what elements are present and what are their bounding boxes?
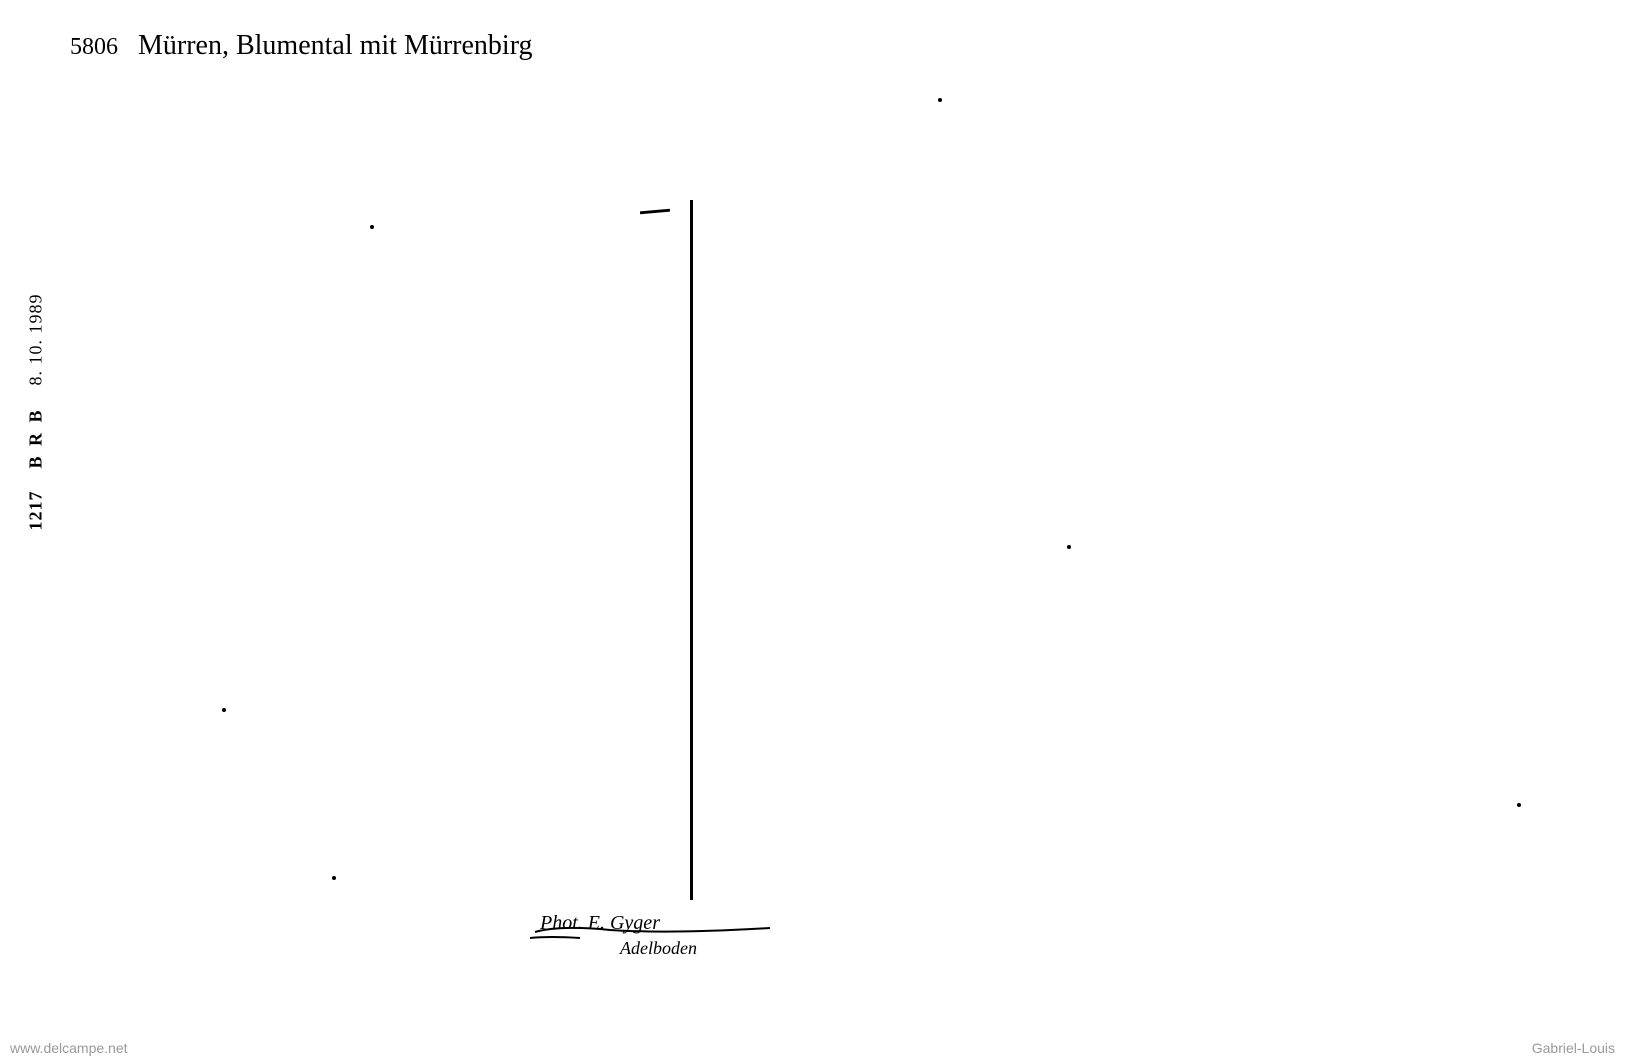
- side-brb: B R B: [26, 407, 46, 468]
- postcard-number: 5806: [70, 34, 118, 61]
- photographer-signature: Phot. E. Gyger Adelboden: [540, 912, 860, 972]
- signature-location: Adelboden: [620, 938, 697, 959]
- scan-dot: [222, 708, 226, 712]
- small-dash-mark: [640, 209, 670, 215]
- watermark-source: www.delcampe.net: [10, 1040, 128, 1056]
- scan-dot: [332, 876, 336, 880]
- scan-dot: [1067, 545, 1071, 549]
- scan-dot: [1517, 803, 1521, 807]
- side-date: 8. 10. 1989: [26, 293, 46, 385]
- postcard-title: Mürren, Blumental mit Mürrenbirg: [138, 30, 533, 62]
- scan-dot: [938, 98, 942, 102]
- watermark-uploader: Gabriel-Louis: [1532, 1040, 1615, 1056]
- postcard-title-row: 5806 Mürren, Blumental mit Mürrenbirg: [70, 30, 533, 62]
- postcard-divider: [690, 200, 693, 900]
- side-reference: 1217 B R B 8. 10. 1989: [26, 293, 47, 530]
- side-ref-number: 1217: [26, 491, 46, 531]
- signature-photographer: Phot. E. Gyger: [540, 912, 660, 935]
- scan-dot: [370, 225, 374, 229]
